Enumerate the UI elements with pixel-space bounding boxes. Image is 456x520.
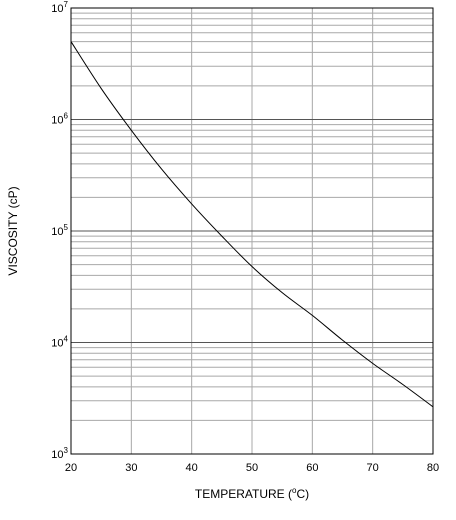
y-tick-base: 10 [51,338,63,350]
x-axis-title: TEMPERATURE (oC) [195,486,309,501]
x-axis-degree-superscript: o [292,486,297,495]
y-tick-base: 10 [51,449,63,461]
y-tick-exponent: 4 [64,335,69,344]
x-tick-label: 20 [65,462,77,474]
x-axis-unit: C) [296,487,309,501]
series-layer [70,41,434,408]
plot-frame [70,7,434,455]
y-axis-title: VISCOSITY (cP) [6,186,20,275]
x-tick-label: 60 [306,462,318,474]
y-tick-exponent: 3 [64,446,69,455]
y-tick-exponent: 7 [64,0,69,9]
y-tick-label: 104 [51,335,68,350]
viscosity-curve [70,41,434,408]
y-tick-label: 103 [51,446,68,461]
grid-lines [71,8,433,454]
y-tick-base: 10 [51,226,63,238]
y-tick-base: 10 [51,3,63,15]
x-tick-label: 80 [427,462,439,474]
y-tick-label: 106 [51,112,68,127]
y-tick-base: 10 [51,115,63,127]
y-tick-exponent: 6 [64,112,69,121]
x-tick-label: 30 [125,462,137,474]
x-tick-label: 40 [186,462,198,474]
x-tick-labels: 20 30 40 50 60 70 80 [65,462,439,474]
x-tick-label: 70 [367,462,379,474]
x-axis-title-text: TEMPERATURE ( [195,487,292,501]
x-tick-label: 50 [246,462,258,474]
y-tick-exponent: 5 [64,223,69,232]
y-tick-label: 105 [51,223,68,238]
y-tick-label: 107 [51,0,68,15]
